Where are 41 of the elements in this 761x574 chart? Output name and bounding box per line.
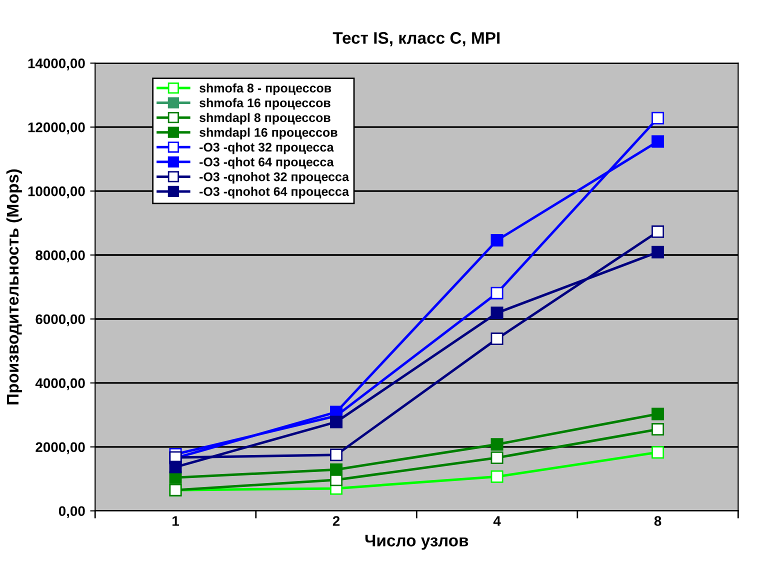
legend-label: -O3 -qhot 64 процесса <box>200 157 334 169</box>
point <box>169 460 182 474</box>
point <box>652 408 664 420</box>
y-tick-label: 4000,00 <box>35 378 85 390</box>
legend-label: shmofa 16 процессов <box>200 98 330 110</box>
point <box>652 423 664 436</box>
y-tick-label: 8000,00 <box>36 250 85 262</box>
x-tick-label: 4 <box>493 516 501 526</box>
x-tick-label: 2 <box>332 516 340 526</box>
y-axis-title: Производительность (Mops) <box>6 169 22 404</box>
point <box>490 452 504 464</box>
y-tick-label: 14000,00 <box>28 58 85 70</box>
y-tick-label: 0,00 <box>58 506 85 518</box>
legend-label: shmdapl 8 процессов <box>200 112 330 125</box>
legend-label: -O3 -qnohot 64 процесса <box>200 186 350 198</box>
y-tick-label: 6000,00 <box>36 314 85 326</box>
point <box>490 470 504 483</box>
legend-label: shmdapl 16 процессов <box>200 128 338 140</box>
chart-title: Тест IS, класс C, MPI <box>332 32 500 46</box>
y-tick-label: 10000,00 <box>28 186 85 198</box>
point <box>652 135 664 148</box>
y-tick-label: 2000,00 <box>36 442 85 454</box>
point <box>652 446 664 459</box>
legend-label: -O3 -qnohot 32 процесса <box>200 172 350 184</box>
point <box>490 234 504 247</box>
point <box>330 416 343 428</box>
y-tick-label: 12000,00 <box>28 122 85 134</box>
point <box>652 246 664 258</box>
x-tick-label: 8 <box>654 516 662 526</box>
x-tick-label: 1 <box>172 516 179 526</box>
point <box>330 448 343 462</box>
point <box>490 438 504 451</box>
point <box>652 225 664 238</box>
point <box>490 306 504 320</box>
point <box>652 112 664 124</box>
legend-label: -O3 -qhot 32 процесса <box>200 142 334 154</box>
point <box>490 332 504 346</box>
point <box>330 463 343 476</box>
legend-label: shmofa 8 - процессов <box>200 83 332 95</box>
x-axis-title: Число узлов <box>365 534 468 550</box>
point <box>490 286 504 300</box>
